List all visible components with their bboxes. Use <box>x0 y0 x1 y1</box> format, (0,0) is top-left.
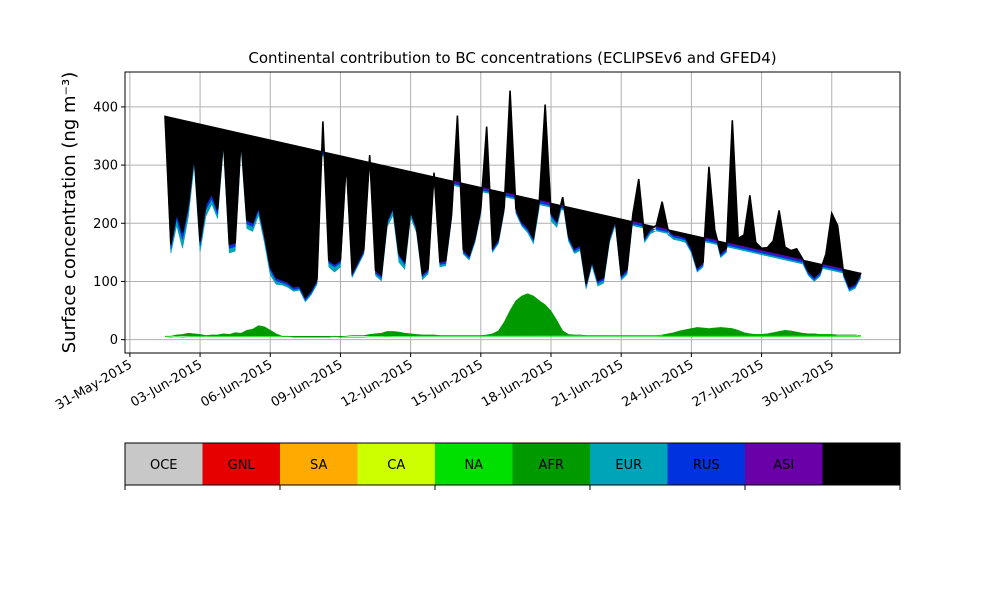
legend-label: AUS <box>848 458 875 473</box>
legend-label: EUR <box>615 458 642 473</box>
plot-frame <box>124 71 901 354</box>
legend-label: AFR <box>539 458 564 473</box>
x-tick-label: 27-Jun-2015 <box>690 357 767 410</box>
legend-frame <box>124 442 901 486</box>
y-tick-label: 300 <box>93 159 118 174</box>
y-tick-label: 0 <box>110 333 118 348</box>
legend-label: GNL <box>228 458 256 473</box>
total-line <box>164 90 862 299</box>
y-tick-label: 400 <box>93 100 118 115</box>
colorbar-legend: OCE GNL SA CA NA AFR EUR RUS ASI AUS <box>124 442 901 490</box>
x-axis-ticks: 31-May-201503-Jun-201506-Jun-201509-Jun-… <box>53 353 837 413</box>
legend-swatch-aus <box>822 443 901 485</box>
y-axis-ticks: 0 100 200 300 400 <box>93 100 125 348</box>
y-axis-label: Surface concentration (ng m⁻³) <box>59 72 80 354</box>
x-tick-label: 03-Jun-2015 <box>128 357 205 410</box>
x-tick-label: 12-Jun-2015 <box>339 357 416 410</box>
legend-label: RUS <box>693 458 720 473</box>
legend-swatch-asi <box>745 443 823 485</box>
legend-swatch-sa <box>280 443 358 485</box>
legend-swatch-oce <box>125 443 203 485</box>
axes <box>124 71 901 354</box>
stacked-areas <box>164 90 862 340</box>
legend-label: NA <box>464 458 483 473</box>
chart-title: Continental contribution to BC concentra… <box>248 49 776 67</box>
y-tick-label: 100 <box>93 275 118 290</box>
x-tick-label: 31-May-2015 <box>53 357 135 413</box>
x-tick-label: 15-Jun-2015 <box>409 357 486 410</box>
legend-label: ASI <box>773 458 794 473</box>
legend-swatch-afr <box>512 443 591 485</box>
legend-label: SA <box>310 458 327 473</box>
legend-swatch-ca <box>357 443 436 485</box>
x-tick-label: 21-Jun-2015 <box>549 357 626 410</box>
x-tick-label: 24-Jun-2015 <box>620 357 697 410</box>
x-tick-label: 09-Jun-2015 <box>269 357 346 410</box>
area-afr <box>164 293 862 338</box>
legend-swatch-na <box>435 443 513 485</box>
x-tick-label: 18-Jun-2015 <box>479 357 556 410</box>
legend-swatch-eur <box>590 443 668 485</box>
legend-label: CA <box>387 458 405 473</box>
x-tick-label: 06-Jun-2015 <box>198 357 275 410</box>
x-tick-label: 30-Jun-2015 <box>760 357 837 410</box>
y-tick-label: 200 <box>93 217 118 232</box>
legend-swatch-gnl <box>202 443 281 485</box>
legend-swatch-rus <box>667 443 746 485</box>
legend-label: OCE <box>150 458 178 473</box>
